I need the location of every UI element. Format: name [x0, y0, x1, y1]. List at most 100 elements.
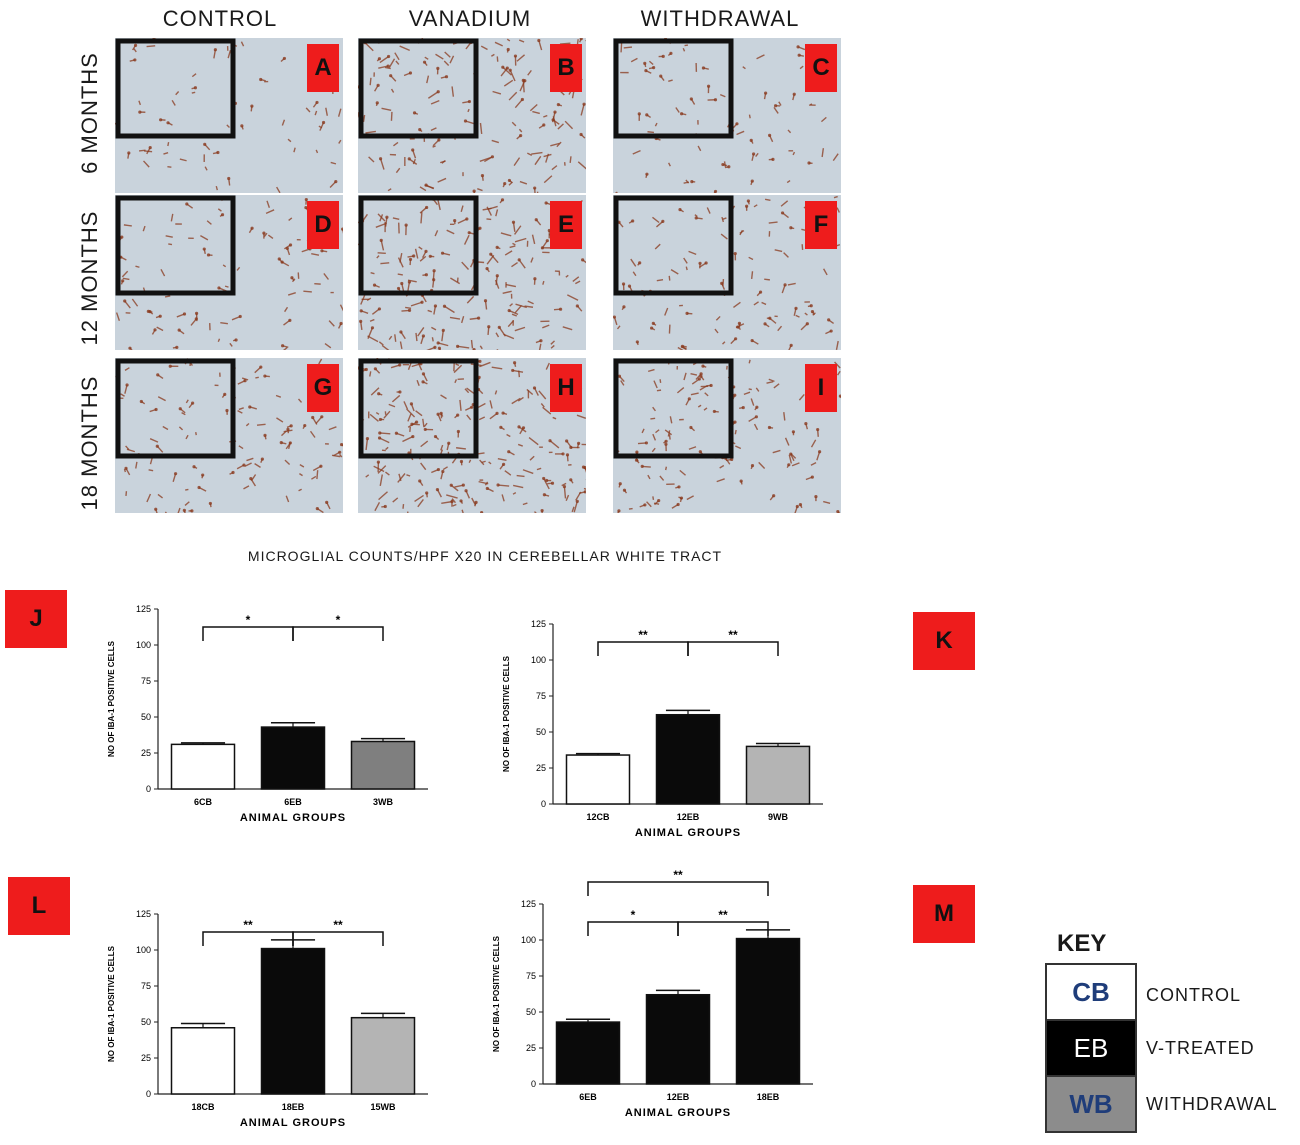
- panel-badge-l: L: [8, 877, 70, 935]
- x-tick-label: 12EB: [677, 812, 700, 822]
- y-tick-label: 25: [526, 1043, 536, 1053]
- y-tick-label: 125: [531, 619, 546, 629]
- section-title: MICROGLIAL COUNTS/HPF X20 IN CEREBELLAR …: [85, 548, 885, 564]
- panel-badge-d: D: [307, 201, 339, 249]
- y-tick-label: 0: [541, 799, 546, 809]
- panel-badge-b: B: [550, 44, 582, 92]
- bar-6eb: [262, 727, 325, 789]
- y-tick-label: 25: [536, 763, 546, 773]
- row-header-12-months: 12 MONTHS: [77, 193, 103, 363]
- significance-label: *: [246, 613, 251, 627]
- x-axis-label: ANIMAL GROUPS: [240, 812, 346, 824]
- bar-12cb: [567, 755, 630, 804]
- y-tick-label: 25: [141, 1053, 151, 1063]
- significance-label: **: [718, 908, 728, 922]
- panel-badge-i: I: [805, 364, 837, 412]
- y-tick-label: 100: [136, 640, 151, 650]
- y-tick-label: 50: [526, 1007, 536, 1017]
- y-tick-label: 0: [146, 1089, 151, 1099]
- y-tick-label: 125: [521, 899, 536, 909]
- y-axis-label: NO OF IBA-1 POSITIVE CELLS: [107, 640, 116, 757]
- y-tick-label: 0: [531, 1079, 536, 1089]
- panel-badge-e: E: [550, 201, 582, 249]
- chart-j: NO OF IBA-1 POSITIVE CELLS 0 25 50 75 100 125 6…: [100, 595, 460, 850]
- bar-12eb: [647, 995, 710, 1084]
- x-tick-label: 18EB: [757, 1092, 780, 1102]
- y-tick-label: 50: [536, 727, 546, 737]
- significance-bracket: [588, 922, 678, 936]
- panel-badge-j: J: [5, 590, 67, 648]
- bar-18eb: [262, 949, 325, 1094]
- y-tick-label: 75: [141, 981, 151, 991]
- column-header-vanadium: VANADIUM: [340, 6, 600, 32]
- significance-label: *: [631, 908, 636, 922]
- significance-bracket: [203, 932, 293, 946]
- y-tick-label: 100: [136, 945, 151, 955]
- y-tick-label: 0: [146, 784, 151, 794]
- key-box-control: CB: [1045, 963, 1137, 1021]
- key-label-v-treated: V-TREATED: [1146, 1038, 1255, 1059]
- significance-bracket: [588, 882, 768, 896]
- x-tick-label: 18CB: [191, 1102, 215, 1112]
- significance-label: **: [243, 918, 253, 932]
- x-axis-label: ANIMAL GROUPS: [635, 827, 741, 839]
- y-tick-label: 50: [141, 712, 151, 722]
- x-axis-label: ANIMAL GROUPS: [240, 1117, 346, 1129]
- row-header-18-months: 18 MONTHS: [77, 358, 103, 528]
- panel-badge-c: C: [805, 44, 837, 92]
- row-header-6-months: 6 MONTHS: [77, 28, 103, 198]
- significance-bracket: [688, 642, 778, 656]
- panel-badge-k: K: [913, 612, 975, 670]
- x-tick-label: 18EB: [282, 1102, 305, 1112]
- y-axis-label: NO OF IBA-1 POSITIVE CELLS: [492, 935, 501, 1052]
- x-tick-label: 6CB: [194, 797, 213, 807]
- x-axis-label: ANIMAL GROUPS: [625, 1107, 731, 1119]
- panel-badge-m: M: [913, 885, 975, 943]
- y-tick-label: 75: [141, 676, 151, 686]
- x-tick-label: 9WB: [768, 812, 789, 822]
- bar-6eb: [557, 1022, 620, 1084]
- y-axis-label: NO OF IBA-1 POSITIVE CELLS: [502, 655, 511, 772]
- significance-label: **: [638, 628, 648, 642]
- significance-bracket: [293, 627, 383, 641]
- panel-badge-h: H: [550, 364, 582, 412]
- y-tick-label: 125: [136, 909, 151, 919]
- bar-12eb: [657, 715, 720, 804]
- panel-badge-f: F: [805, 201, 837, 249]
- y-tick-label: 75: [526, 971, 536, 981]
- key-box-withdrawal: WB: [1045, 1075, 1137, 1133]
- bar-3wb: [352, 741, 415, 789]
- y-tick-label: 100: [531, 655, 546, 665]
- significance-label: *: [336, 613, 341, 627]
- panel-badge-g: G: [307, 364, 339, 412]
- y-tick-label: 100: [521, 935, 536, 945]
- x-tick-label: 12CB: [586, 812, 610, 822]
- bar-18cb: [172, 1028, 235, 1094]
- column-header-withdrawal: WITHDRAWAL: [590, 6, 850, 32]
- significance-label: **: [673, 868, 683, 882]
- bar-15wb: [352, 1018, 415, 1094]
- x-tick-label: 6EB: [579, 1092, 597, 1102]
- significance-label: **: [728, 628, 738, 642]
- significance-bracket: [598, 642, 688, 656]
- x-tick-label: 6EB: [284, 797, 302, 807]
- x-tick-label: 12EB: [667, 1092, 690, 1102]
- y-tick-label: 125: [136, 604, 151, 614]
- key-label-withdrawal: WITHDRAWAL: [1146, 1094, 1278, 1115]
- key-label-control: CONTROL: [1146, 985, 1241, 1006]
- y-tick-label: 75: [536, 691, 546, 701]
- significance-bracket: [203, 627, 293, 641]
- y-axis-label: NO OF IBA-1 POSITIVE CELLS: [107, 945, 116, 1062]
- y-tick-label: 25: [141, 748, 151, 758]
- column-header-control: CONTROL: [90, 6, 350, 32]
- significance-label: **: [333, 918, 343, 932]
- x-tick-label: 15WB: [370, 1102, 396, 1112]
- chart-m: NO OF IBA-1 POSITIVE CELLS 0 25 50 75 100 125 6…: [485, 890, 845, 1135]
- panel-badge-a: A: [307, 44, 339, 92]
- bar-18eb: [737, 939, 800, 1084]
- key-title: KEY: [1057, 930, 1106, 958]
- bar-9wb: [747, 746, 810, 804]
- significance-bracket: [678, 922, 768, 936]
- significance-bracket: [293, 932, 383, 946]
